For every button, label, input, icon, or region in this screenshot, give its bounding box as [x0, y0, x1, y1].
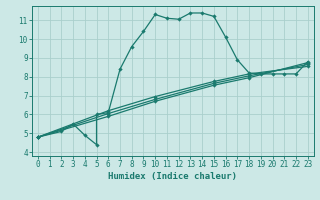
X-axis label: Humidex (Indice chaleur): Humidex (Indice chaleur): [108, 172, 237, 181]
